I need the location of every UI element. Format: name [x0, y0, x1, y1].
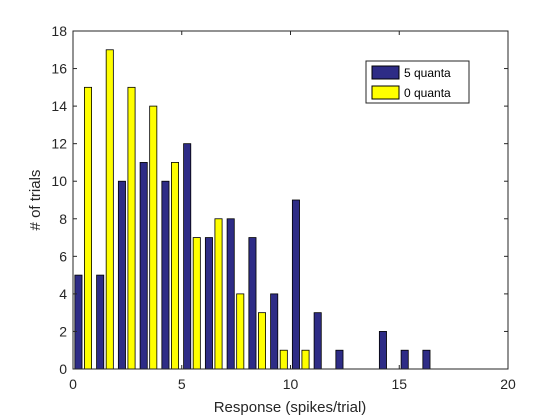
bar-0-quanta-9 [279, 349, 288, 370]
x-tick-label: 20 [500, 376, 516, 392]
bar-5-quanta-14 [378, 331, 387, 370]
bar-5-quanta-16 [422, 349, 431, 370]
y-tick-label: 0 [59, 361, 67, 377]
bar-5-quanta-10 [291, 199, 300, 370]
bar-5-quanta-15 [400, 349, 409, 370]
bar-5-quanta-9 [270, 293, 279, 370]
bar-0-quanta-4 [171, 162, 179, 370]
y-axis-ticks: 0 2 4 6 8 10 12 14 16 18 [51, 23, 508, 377]
bar-5-quanta-2 [117, 180, 126, 370]
bar-5-quanta-11 [313, 312, 322, 370]
y-tick-label: 10 [51, 173, 67, 189]
legend: 5 quanta 0 quanta [365, 60, 470, 104]
bar-0-quanta-10 [301, 349, 310, 370]
y-tick-label: 14 [51, 98, 67, 114]
y-axis-label: # of trials [27, 170, 44, 231]
bar-5-quanta-0 [74, 274, 83, 370]
bar-0-quanta-3 [149, 105, 158, 370]
x-tick-label: 10 [283, 376, 299, 392]
legend-label-5-quanta: 5 quanta [404, 66, 451, 80]
x-axis-ticks: 0 5 10 15 20 [69, 31, 516, 392]
y-tick-label: 12 [51, 136, 67, 152]
bar-0-quanta-5 [192, 237, 201, 370]
bar-0-quanta-8 [258, 312, 267, 370]
y-tick-label: 16 [51, 61, 67, 77]
y-tick-label: 6 [59, 248, 67, 264]
bar-0-quanta-2 [127, 86, 136, 370]
bar-5-quanta-3 [139, 162, 148, 370]
legend-swatch-0-quanta [371, 85, 400, 100]
x-tick-label: 5 [178, 376, 186, 392]
y-tick-label: 18 [51, 23, 67, 39]
y-tick-label: 2 [59, 323, 67, 339]
bar-0-quanta-0 [84, 86, 92, 370]
bar-5-quanta-4 [161, 180, 170, 370]
bar-5-quanta-5 [183, 143, 192, 370]
bar-5-quanta-8 [248, 237, 257, 370]
y-tick-label: 4 [59, 286, 67, 302]
y-tick-label: 8 [59, 211, 67, 227]
bar-5-quanta-7 [226, 218, 235, 370]
x-axis-label: Response (spikes/trial) [214, 399, 367, 416]
legend-label-0-quanta: 0 quanta [404, 86, 451, 100]
bar-5-quanta-1 [96, 274, 105, 370]
legend-swatch-5-quanta [371, 65, 400, 80]
bar-5-quanta-6 [204, 237, 213, 370]
x-tick-label: 0 [69, 376, 77, 392]
bar-0-quanta-6 [214, 218, 223, 370]
bar-0-quanta-1 [105, 49, 114, 370]
bar-5-quanta-12 [335, 349, 344, 370]
x-tick-label: 15 [391, 376, 407, 392]
bar-0-quanta-7 [236, 293, 245, 370]
